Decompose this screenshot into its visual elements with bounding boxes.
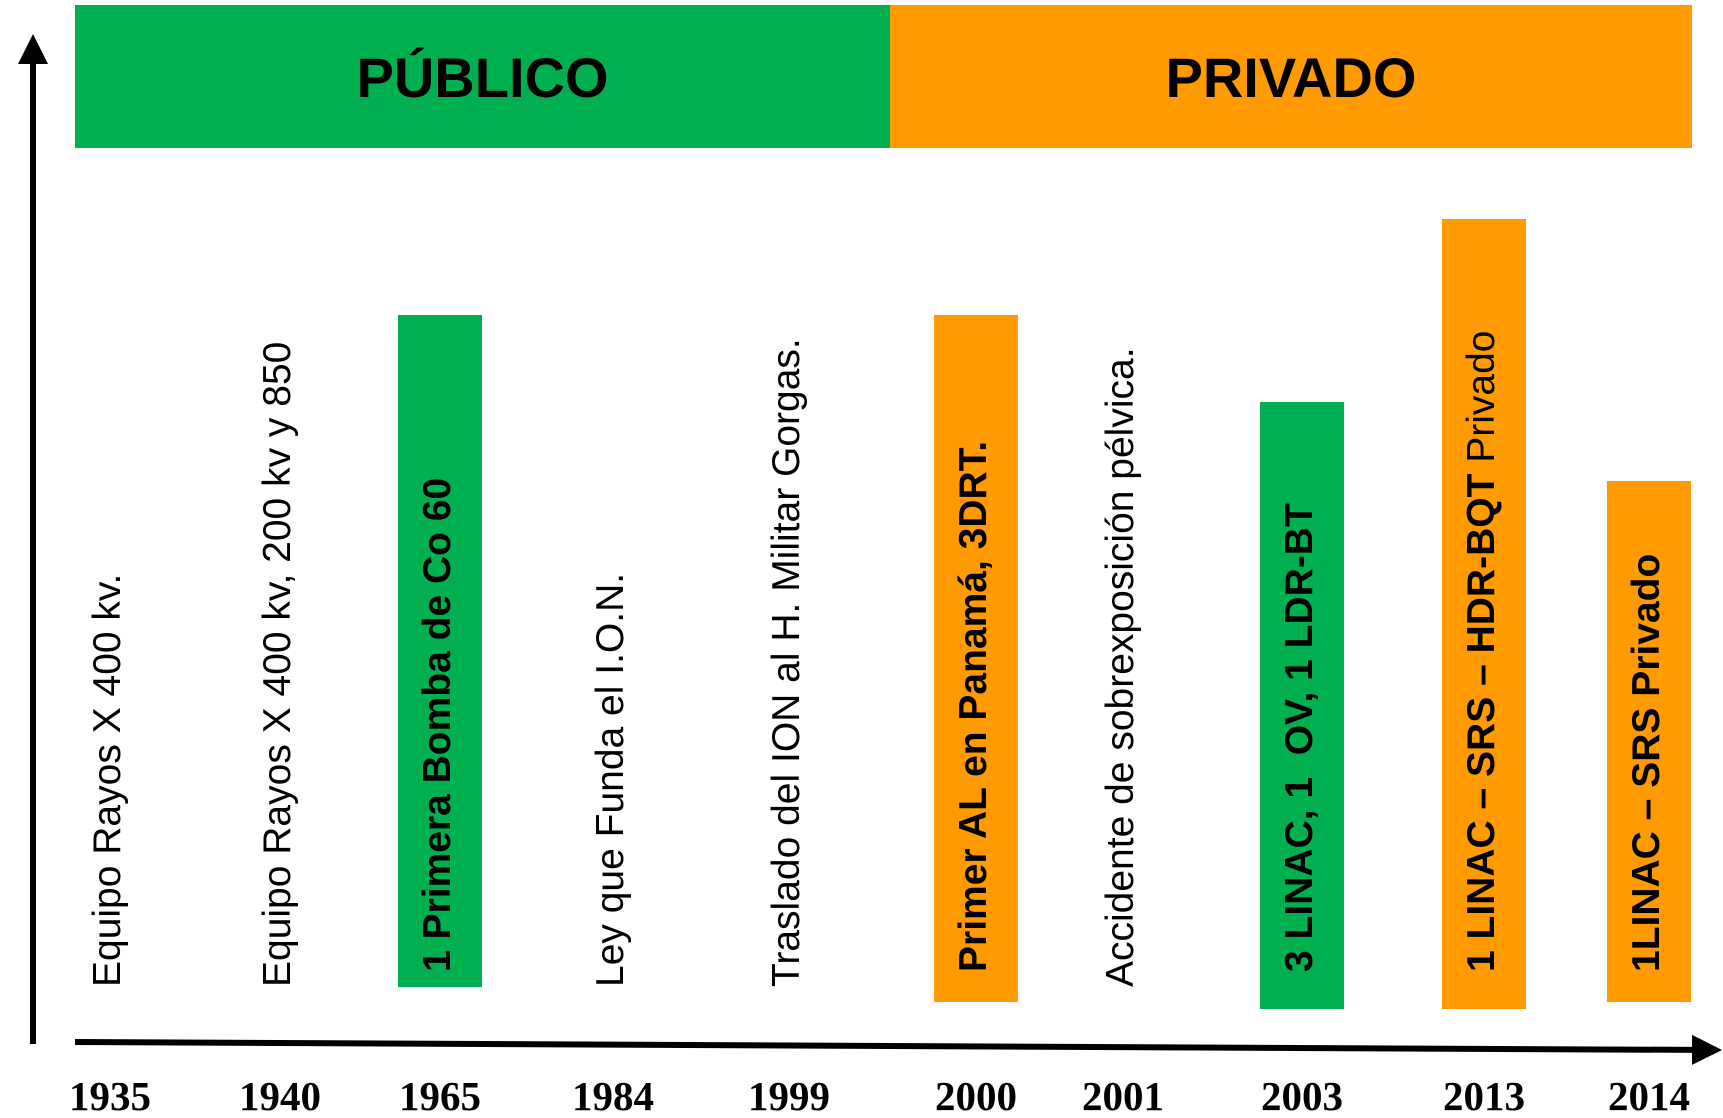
event-text-part: Ley que Funda el I.O.N. bbox=[589, 573, 632, 987]
header-band bbox=[75, 5, 890, 148]
year-label: 1935 bbox=[69, 1073, 151, 1118]
event-box bbox=[1442, 219, 1526, 1009]
year-label: 2014 bbox=[1608, 1073, 1690, 1118]
year-label: 1999 bbox=[748, 1073, 830, 1118]
event-text: 1LINAC – SRS Privado bbox=[1625, 554, 1668, 972]
header-label: PÚBLICO bbox=[357, 46, 609, 109]
event-text-part: Accidente de sobrexposición pélvica. bbox=[1099, 347, 1142, 987]
event-text-part: Traslado del ION al H. Militar Gorgas. bbox=[765, 338, 808, 987]
event-box bbox=[934, 315, 1018, 1002]
event-box bbox=[1607, 481, 1691, 1002]
event-text: Primer AL en Panamá, 3DRT. bbox=[952, 441, 995, 972]
event-text: 3 LINAC, 1 OV, 1 LDR-BT bbox=[1278, 503, 1321, 972]
header-band bbox=[890, 5, 1692, 148]
event-text-part: 3 LINAC, 1 OV, 1 LDR-BT bbox=[1278, 503, 1321, 972]
event-box bbox=[398, 315, 482, 987]
event-text: Traslado del ION al H. Militar Gorgas. bbox=[765, 338, 808, 987]
year-label: 1984 bbox=[572, 1073, 654, 1118]
year-label: 1965 bbox=[399, 1073, 481, 1118]
event-text-part: Privado bbox=[1460, 331, 1503, 463]
event-text-part: Equipo Rayos X 400 kv, 200 kv y 850 bbox=[256, 342, 299, 987]
year-label: 2000 bbox=[935, 1073, 1017, 1118]
event-text: 1 Primera Bomba de Co 60 bbox=[416, 478, 459, 972]
header-label: PRIVADO bbox=[1166, 46, 1417, 109]
event-text: Equipo Rayos X 400 kv. bbox=[86, 574, 129, 987]
year-label: 1940 bbox=[239, 1073, 321, 1118]
event-box bbox=[1260, 402, 1344, 1009]
year-label: 2013 bbox=[1443, 1073, 1525, 1118]
event-text-part: 1 Primera Bomba de Co 60 bbox=[416, 478, 459, 972]
event-text: 1 LINAC – SRS – HDR-BQT Privado bbox=[1460, 331, 1503, 972]
event-text-part: 1LINAC – SRS Privado bbox=[1625, 554, 1668, 972]
event-text-part: Equipo Rayos X 400 kv. bbox=[86, 574, 129, 987]
event-text-part: Primer AL en Panamá, 3DRT. bbox=[952, 441, 995, 972]
event-text-part: 1 LINAC – SRS – HDR-BQT bbox=[1460, 473, 1503, 972]
event-text: Accidente de sobrexposición pélvica. bbox=[1099, 347, 1142, 987]
event-text: Equipo Rayos X 400 kv, 200 kv y 850 bbox=[256, 342, 299, 987]
year-label: 2003 bbox=[1261, 1073, 1343, 1118]
horizontal-axis bbox=[74, 1034, 1722, 1065]
year-label: 2001 bbox=[1082, 1073, 1164, 1118]
event-text: Ley que Funda el I.O.N. bbox=[589, 573, 632, 987]
